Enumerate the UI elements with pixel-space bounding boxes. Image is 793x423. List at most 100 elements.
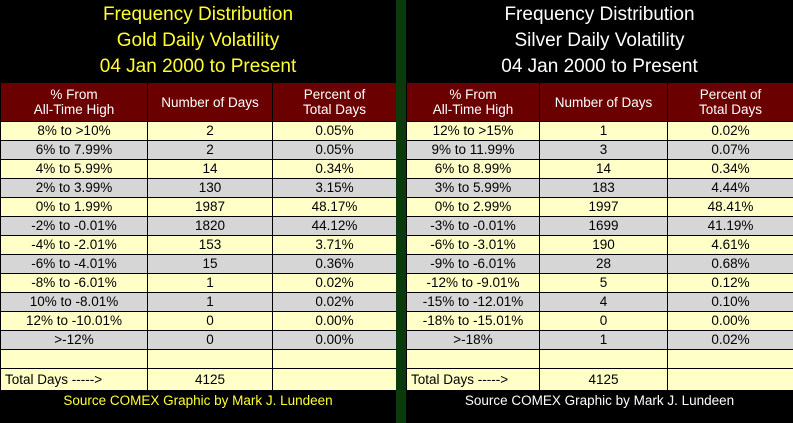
table-row: -18% to -15.01% 0 0.00% xyxy=(406,311,793,331)
total-label: Total Days -----> xyxy=(0,368,148,391)
panel-divider xyxy=(396,0,406,423)
cell-days: 28 xyxy=(539,254,668,274)
cell-percent: 44.12% xyxy=(272,216,397,236)
cell-percent: 0.02% xyxy=(667,330,793,350)
cell-percent xyxy=(272,349,397,369)
cell-range: 0% to 1.99% xyxy=(0,197,148,217)
total-empty xyxy=(272,368,397,391)
cell-percent: 41.19% xyxy=(667,216,793,236)
cell-percent: 0.00% xyxy=(667,311,793,331)
header-percent: Percent of Total Days xyxy=(272,82,397,122)
table-row: 8% to >10% 2 0.05% xyxy=(0,121,397,141)
cell-range: -2% to -0.01% xyxy=(0,216,148,236)
cell-range: 8% to >10% xyxy=(0,121,148,141)
table-row: 3% to 5.99% 183 4.44% xyxy=(406,178,793,198)
cell-days xyxy=(539,349,668,369)
cell-days: 190 xyxy=(539,235,668,255)
cell-days: 14 xyxy=(539,159,668,179)
table-row: -9% to -6.01% 28 0.68% xyxy=(406,254,793,274)
silver-title-line2: Silver Daily Volatility xyxy=(514,30,685,51)
cell-range: -6% to -3.01% xyxy=(406,235,540,255)
cell-days: 4 xyxy=(539,292,668,312)
cell-range: -18% to -15.01% xyxy=(406,311,540,331)
table-row: -2% to -0.01% 1820 44.12% xyxy=(0,216,397,236)
table-row: 0% to 2.99% 1997 48.41% xyxy=(406,197,793,217)
gold-title-line2: Gold Daily Volatility xyxy=(116,30,280,51)
silver-total-row: Total Days -----> 4125 xyxy=(406,368,793,391)
gold-source: Source COMEX Graphic by Mark J. Lundeen xyxy=(63,393,333,408)
cell-days: 14 xyxy=(147,159,273,179)
gold-panel: Frequency Distribution Gold Daily Volati… xyxy=(0,0,397,423)
table-row: 2% to 3.99% 130 3.15% xyxy=(0,178,397,198)
gold-table-body: 8% to >10% 2 0.05% 6% to 7.99% 2 0.05% 4% to 5… xyxy=(0,121,397,369)
cell-percent: 0.02% xyxy=(272,292,397,312)
table-row: 6% to 8.99% 14 0.34% xyxy=(406,159,793,179)
table-row: -3% to -0.01% 1699 41.19% xyxy=(406,216,793,236)
table-row: -12% to -9.01% 5 0.12% xyxy=(406,273,793,293)
table-row: 12% to -10.01% 0 0.00% xyxy=(0,311,397,331)
cell-days xyxy=(147,349,273,369)
table-row: 4% to 5.99% 14 0.34% xyxy=(0,159,397,179)
total-value: 4125 xyxy=(147,368,273,391)
table-row: 6% to 7.99% 2 0.05% xyxy=(0,140,397,160)
table-row xyxy=(406,349,793,369)
silver-source: Source COMEX Graphic by Mark J. Lundeen xyxy=(464,393,735,408)
table-row: >-12% 0 0.00% xyxy=(0,330,397,350)
header-range: % From All-Time High xyxy=(0,82,148,122)
cell-range: 3% to 5.99% xyxy=(406,178,540,198)
cell-range: >-18% xyxy=(406,330,540,350)
table-row: -6% to -4.01% 15 0.36% xyxy=(0,254,397,274)
cell-days: 1699 xyxy=(539,216,668,236)
cell-percent: 0.02% xyxy=(667,121,793,141)
cell-range: 12% to >15% xyxy=(406,121,540,141)
total-label: Total Days -----> xyxy=(406,368,540,391)
cell-percent: 4.61% xyxy=(667,235,793,255)
table-row: -6% to -3.01% 190 4.61% xyxy=(406,235,793,255)
cell-days: 1 xyxy=(147,273,273,293)
cell-days: 0 xyxy=(147,330,273,350)
cell-percent: 0.36% xyxy=(272,254,397,274)
cell-days: 2 xyxy=(147,121,273,141)
table-row: 12% to >15% 1 0.02% xyxy=(406,121,793,141)
table-row: 9% to 11.99% 3 0.07% xyxy=(406,140,793,160)
table-row: 0% to 1.99% 1987 48.17% xyxy=(0,197,397,217)
table-row: -8% to -6.01% 1 0.02% xyxy=(0,273,397,293)
cell-days: 130 xyxy=(147,178,273,198)
header-days: Number of Days xyxy=(539,82,668,122)
header-range: % From All-Time High xyxy=(406,82,540,122)
cell-percent: 0.00% xyxy=(272,330,397,350)
cell-range: 6% to 7.99% xyxy=(0,140,148,160)
cell-percent: 0.00% xyxy=(272,311,397,331)
silver-header-row: % From All-Time High Number of Days Perce… xyxy=(406,82,793,122)
cell-percent: 3.71% xyxy=(272,235,397,255)
cell-range: -4% to -2.01% xyxy=(0,235,148,255)
cell-days: 1820 xyxy=(147,216,273,236)
cell-days: 183 xyxy=(539,178,668,198)
table-row: -4% to -2.01% 153 3.71% xyxy=(0,235,397,255)
cell-days: 5 xyxy=(539,273,668,293)
silver-table-body: 12% to >15% 1 0.02% 9% to 11.99% 3 0.07% 6% to… xyxy=(406,121,793,369)
silver-title-line3: 04 Jan 2000 to Present xyxy=(501,56,698,77)
cell-days: 3 xyxy=(539,140,668,160)
cell-days: 1 xyxy=(539,330,668,350)
cell-percent: 3.15% xyxy=(272,178,397,198)
cell-percent: 48.17% xyxy=(272,197,397,217)
silver-title-line1: Frequency Distribution xyxy=(504,4,695,25)
cell-range xyxy=(0,349,148,369)
cell-range: 9% to 11.99% xyxy=(406,140,540,160)
cell-range: -6% to -4.01% xyxy=(0,254,148,274)
cell-percent: 0.68% xyxy=(667,254,793,274)
cell-percent: 0.12% xyxy=(667,273,793,293)
cell-range: 12% to -10.01% xyxy=(0,311,148,331)
cell-range: 2% to 3.99% xyxy=(0,178,148,198)
cell-range: -8% to -6.01% xyxy=(0,273,148,293)
gold-total-row: Total Days -----> 4125 xyxy=(0,368,397,391)
gold-title: Frequency Distribution Gold Daily Volati… xyxy=(0,0,396,82)
cell-percent: 4.44% xyxy=(667,178,793,198)
cell-percent: 48.41% xyxy=(667,197,793,217)
cell-range: >-12% xyxy=(0,330,148,350)
silver-table: % From All-Time High Number of Days Perce… xyxy=(406,82,793,391)
total-value: 4125 xyxy=(539,368,668,391)
cell-days: 0 xyxy=(539,311,668,331)
table-row: >-18% 1 0.02% xyxy=(406,330,793,350)
